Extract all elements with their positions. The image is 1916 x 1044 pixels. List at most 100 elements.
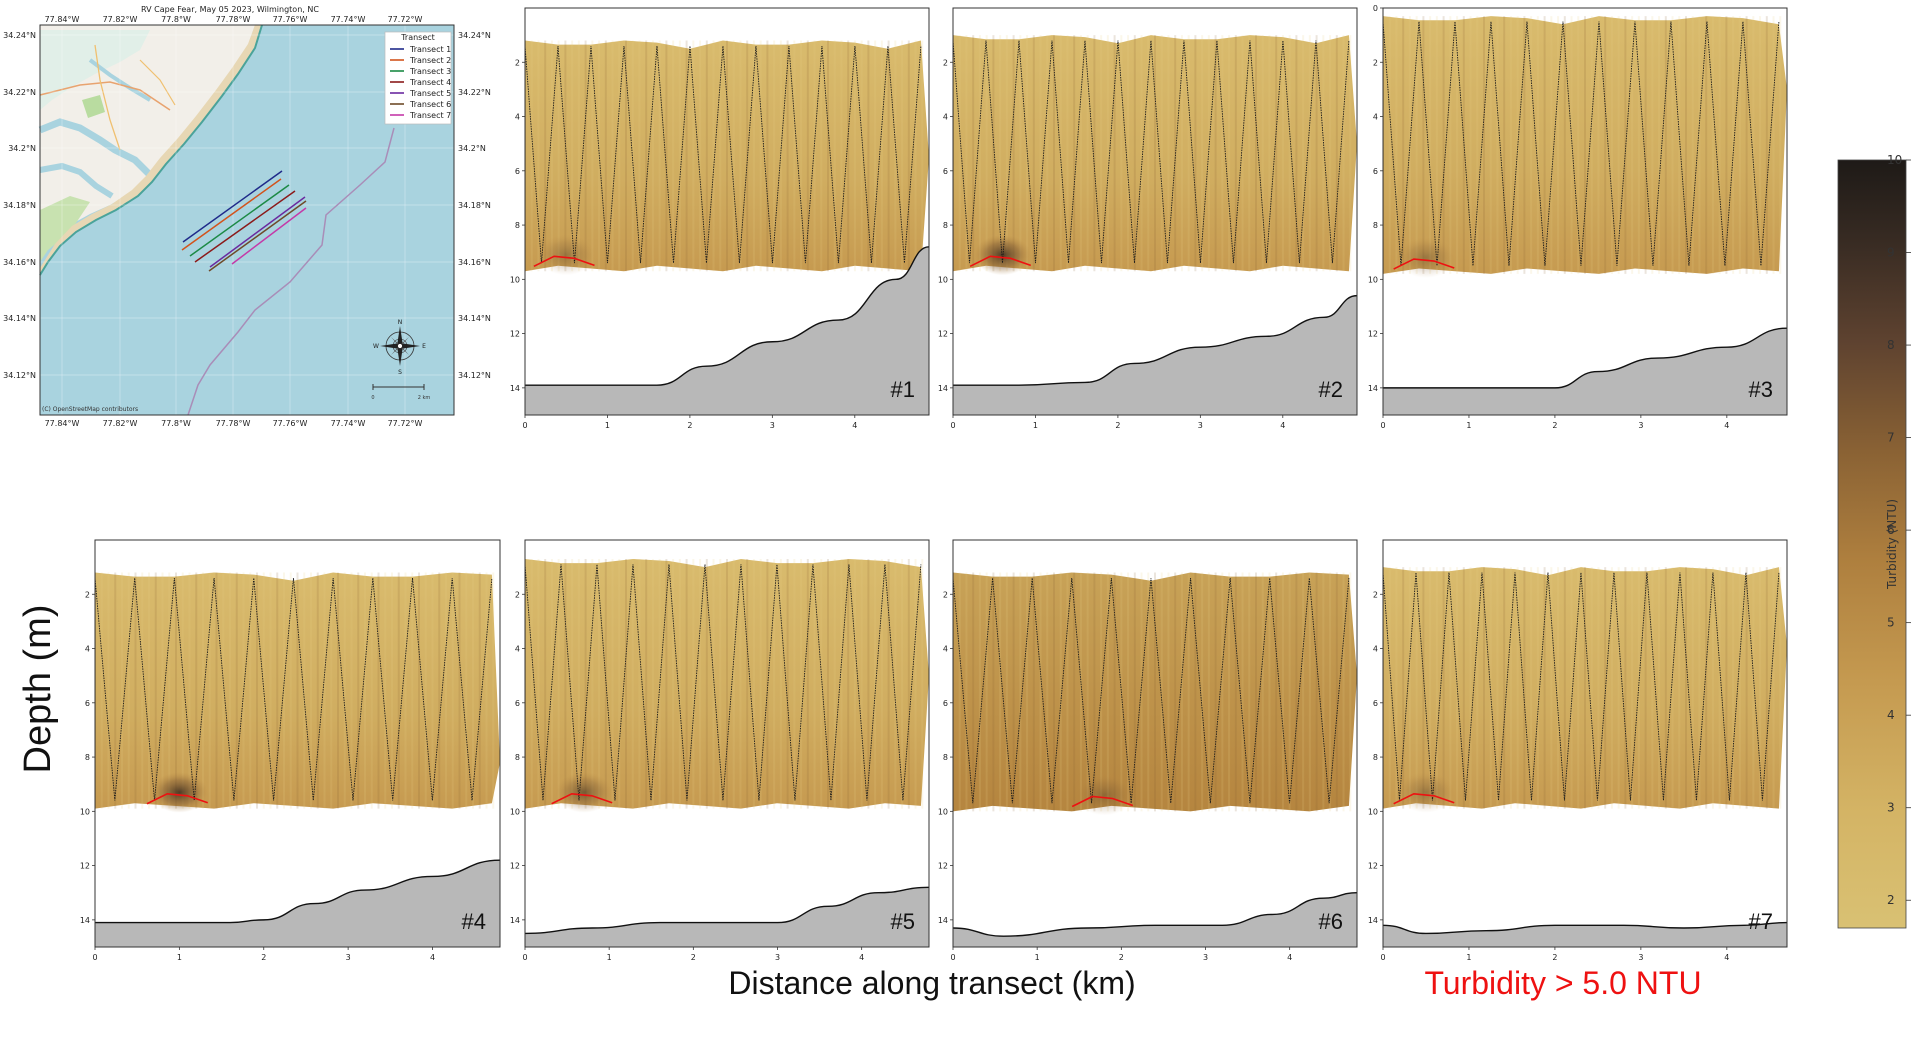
map-lat-tick-left: 34.22°N [3, 88, 36, 97]
map-lon-tick-top: 77.72°W [388, 15, 423, 24]
y-tick-label: 6 [943, 699, 948, 708]
y-tick-label: 2 [1373, 58, 1378, 67]
seabed-fill [525, 887, 929, 947]
x-tick-label: 0 [1380, 421, 1385, 430]
map-lat-tick-left: 34.12°N [3, 371, 36, 380]
high-turbidity-patch [151, 772, 208, 813]
y-tick-label: 10 [1368, 275, 1378, 284]
colorbar-tick: 4 [1887, 708, 1895, 722]
map-lat-tick-right: 34.18°N [458, 201, 491, 210]
y-tick-label: 4 [515, 645, 520, 654]
map-legend-title: Transect [400, 33, 435, 42]
y-tick-label: 10 [1368, 807, 1378, 816]
map-lat-tick-right: 34.2°N [458, 144, 486, 153]
x-tick-label: 2 [1552, 421, 1557, 430]
colorbar-tick: 3 [1887, 801, 1895, 815]
panel-id: #5 [891, 909, 915, 934]
y-tick-label: 4 [1373, 113, 1378, 122]
y-tick-label: 2 [515, 590, 520, 599]
x-tick-label: 3 [1638, 953, 1643, 962]
x-tick-label: 3 [770, 421, 775, 430]
x-tick-label: 2 [1115, 421, 1120, 430]
y-axis-label: Depth (m) [17, 605, 59, 774]
x-tick-label: 1 [605, 421, 610, 430]
x-tick-label: 4 [1724, 421, 1729, 430]
panel-id: #2 [1319, 377, 1343, 402]
y-tick-label: 2 [943, 58, 948, 67]
y-tick-label: 12 [1368, 862, 1378, 871]
map-lat-tick-right: 34.22°N [458, 88, 491, 97]
high-turbidity-patch [974, 235, 1031, 276]
x-tick-label: 2 [687, 421, 692, 430]
x-axis-label: Distance along transect (km) [728, 965, 1135, 1001]
map-lon-tick-bottom: 77.82°W [103, 419, 138, 428]
y-tick-label: 14 [510, 384, 520, 393]
seabed-fill [525, 247, 929, 415]
legend-entry: Transect 7 [409, 111, 451, 120]
legend-entry: Transect 1 [409, 45, 451, 54]
x-tick-label: 3 [1638, 421, 1643, 430]
y-tick-label: 0 [1373, 4, 1378, 13]
y-tick-label: 8 [1373, 221, 1378, 230]
y-tick-label: 6 [1373, 699, 1378, 708]
x-tick-label: 0 [522, 421, 527, 430]
compass-w: W [373, 343, 379, 350]
map-lon-tick-bottom: 77.76°W [273, 419, 308, 428]
colorbar: 2345678910 Turbidity (NTU) [1838, 153, 1911, 928]
legend-entry: Transect 3 [409, 67, 451, 76]
colorbar-tick: 7 [1887, 431, 1895, 445]
x-tick-label: 4 [1724, 953, 1729, 962]
x-tick-label: 4 [1287, 953, 1292, 962]
compass-n: N [398, 319, 403, 326]
x-tick-label: 0 [522, 953, 527, 962]
high-turbidity-patch [1076, 775, 1133, 816]
y-tick-label: 4 [85, 645, 90, 654]
x-tick-label: 2 [1552, 953, 1557, 962]
x-tick-label: 4 [859, 953, 864, 962]
x-tick-label: 1 [607, 953, 612, 962]
y-tick-label: 6 [515, 699, 520, 708]
y-tick-label: 4 [515, 113, 520, 122]
high-turbidity-patch [538, 235, 595, 276]
y-tick-label: 2 [515, 58, 520, 67]
transect-panel: 24681012140 1 2 3 4#1 [510, 8, 929, 430]
y-tick-label: 14 [510, 916, 520, 925]
x-tick-label: 0 [92, 953, 97, 962]
colorbar-tick: 8 [1887, 338, 1895, 352]
colorbar-label: Turbidity (NTU) [1885, 499, 1899, 590]
x-tick-label: 2 [1119, 953, 1124, 962]
y-tick-label: 4 [1373, 645, 1378, 654]
x-tick-label: 3 [1198, 421, 1203, 430]
x-tick-label: 1 [1466, 953, 1471, 962]
map-lat-tick-right: 34.14°N [458, 314, 491, 323]
panel-id: #4 [462, 909, 486, 934]
map-attribution: (C) OpenStreetMap contributors [42, 406, 138, 413]
y-tick-label: 10 [938, 807, 948, 816]
map-lon-tick-bottom: 77.78°W [216, 419, 251, 428]
y-tick-label: 14 [80, 916, 90, 925]
map-lat-tick-left: 34.2°N [8, 144, 36, 153]
y-tick-label: 14 [938, 916, 948, 925]
map-lon-tick-top: 77.74°W [331, 15, 366, 24]
x-tick-label: 1 [1035, 953, 1040, 962]
y-tick-label: 8 [515, 221, 520, 230]
colorbar-tick: 9 [1887, 246, 1895, 260]
location-map: RV Cape Fear, May 05 2023, Wilmington, N… [3, 5, 491, 428]
y-tick-label: 6 [943, 167, 948, 176]
y-tick-label: 4 [943, 113, 948, 122]
y-tick-label: 8 [85, 753, 90, 762]
map-legend: Transect Transect 1 Transect 2 Transect 3 T… [385, 32, 451, 124]
panel-id: #7 [1749, 909, 1773, 934]
map-lon-tick-top: 77.82°W [103, 15, 138, 24]
map-lon-tick-top: 77.78°W [216, 15, 251, 24]
high-turbidity-patch [1398, 772, 1455, 813]
y-tick-label: 6 [85, 699, 90, 708]
map-lon-tick-bottom: 77.84°W [45, 419, 80, 428]
x-tick-label: 2 [691, 953, 696, 962]
map-lat-tick-left: 34.14°N [3, 314, 36, 323]
y-tick-label: 12 [510, 330, 520, 339]
